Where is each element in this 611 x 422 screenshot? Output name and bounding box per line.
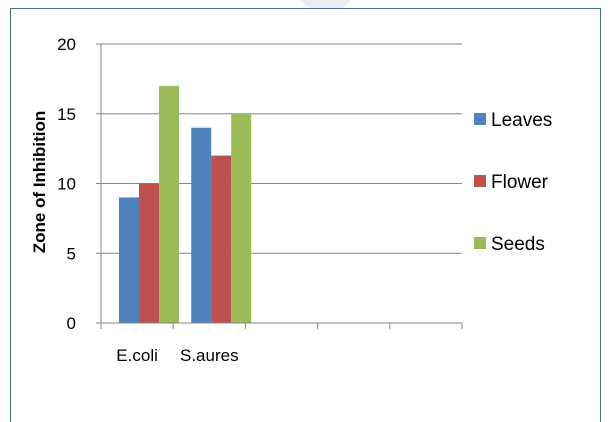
bar-leaves-1 — [191, 127, 212, 323]
bar-leaves-0 — [119, 197, 139, 323]
legend-swatch-leaves — [474, 113, 486, 125]
legend-swatch-flower — [474, 175, 486, 187]
y-tick-label-4: 20 — [57, 35, 76, 54]
y-tick-label-1: 5 — [67, 244, 76, 263]
legend-swatch-seeds — [474, 237, 486, 249]
axes — [96, 43, 463, 329]
bar-flower-0 — [139, 183, 159, 323]
bar-flower-1 — [211, 155, 232, 323]
legend-label-seeds: Seeds — [491, 234, 545, 255]
x-tick-label-1: S.aures — [180, 346, 239, 365]
legend-label-flower: Flower — [491, 172, 549, 193]
x-tick-labels: E.coli S.aures — [116, 346, 238, 365]
x-tick-label-0: E.coli — [116, 346, 158, 365]
bar-seeds-0 — [159, 85, 179, 323]
y-tick-labels: 0 5 10 15 20 — [57, 35, 76, 333]
y-axis-label: Zone of Inhibition — [30, 111, 49, 254]
legend: Leaves Flower Seeds — [474, 110, 552, 255]
legend-label-leaves: Leaves — [491, 110, 552, 131]
bar-seeds-1 — [231, 113, 252, 323]
y-tick-label-0: 0 — [67, 314, 76, 333]
chart-frame — [10, 8, 601, 422]
y-tick-label-2: 10 — [57, 175, 76, 194]
bars — [119, 85, 252, 323]
y-tick-label-3: 15 — [57, 105, 76, 124]
